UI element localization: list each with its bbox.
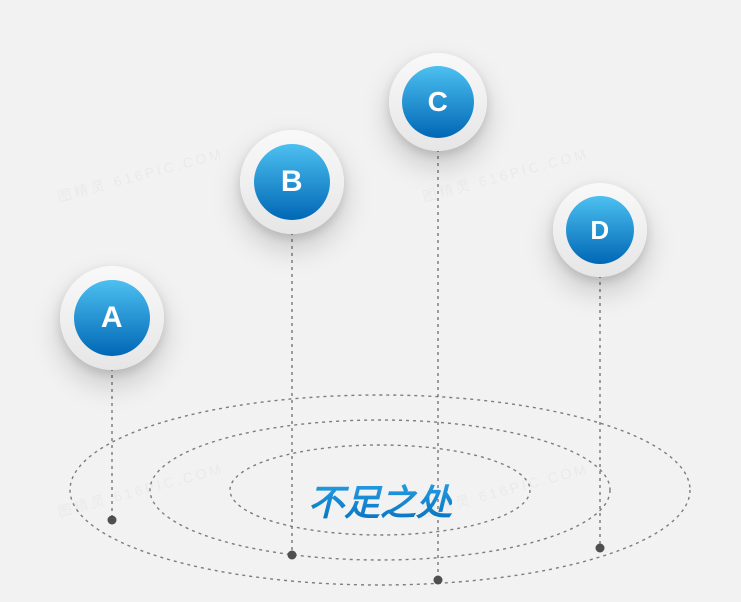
anchor-dot-b <box>288 551 297 560</box>
diagram-stage: ABCD 不足之处 图精灵 616PIC.COM图精灵 616PIC.COM图精… <box>0 0 741 602</box>
anchor-dot-d <box>596 544 605 553</box>
node-b: B <box>240 130 344 234</box>
node-d: D <box>553 183 647 277</box>
node-outer-b: B <box>240 130 344 234</box>
node-a: A <box>60 266 164 370</box>
anchor-dot-a <box>108 516 117 525</box>
node-label-b: B <box>254 144 330 220</box>
node-label-a: A <box>74 280 150 356</box>
node-outer-c: C <box>389 53 487 151</box>
node-label-c: C <box>402 66 474 138</box>
node-label-d: D <box>566 196 634 264</box>
node-c: C <box>389 53 487 151</box>
anchor-dot-c <box>434 576 443 585</box>
node-outer-d: D <box>553 183 647 277</box>
node-outer-a: A <box>60 266 164 370</box>
